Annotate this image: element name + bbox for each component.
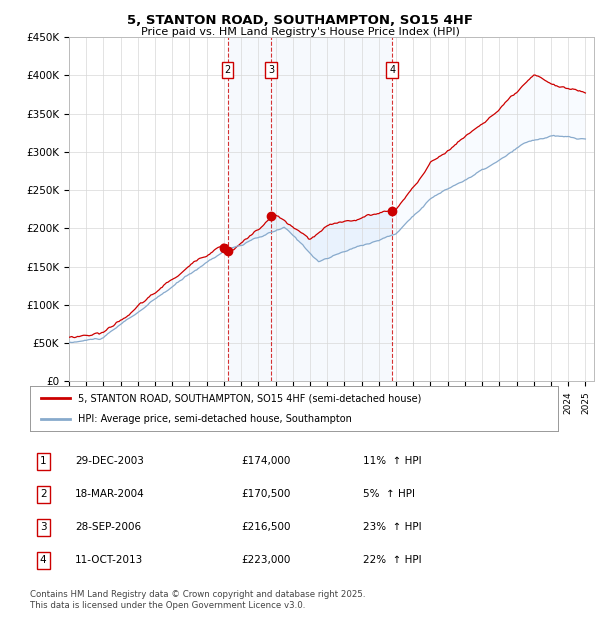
Text: 11-OCT-2013: 11-OCT-2013 bbox=[75, 556, 143, 565]
Text: £174,000: £174,000 bbox=[241, 456, 290, 466]
Text: 3: 3 bbox=[40, 523, 47, 533]
Text: 11%  ↑ HPI: 11% ↑ HPI bbox=[362, 456, 421, 466]
Text: 29-DEC-2003: 29-DEC-2003 bbox=[75, 456, 144, 466]
Text: 5, STANTON ROAD, SOUTHAMPTON, SO15 4HF: 5, STANTON ROAD, SOUTHAMPTON, SO15 4HF bbox=[127, 14, 473, 27]
Text: 22%  ↑ HPI: 22% ↑ HPI bbox=[362, 556, 421, 565]
Text: £216,500: £216,500 bbox=[241, 523, 291, 533]
Text: £223,000: £223,000 bbox=[241, 556, 290, 565]
Text: 5, STANTON ROAD, SOUTHAMPTON, SO15 4HF (semi-detached house): 5, STANTON ROAD, SOUTHAMPTON, SO15 4HF (… bbox=[77, 393, 421, 404]
Text: 28-SEP-2006: 28-SEP-2006 bbox=[75, 523, 141, 533]
Text: 4: 4 bbox=[40, 556, 47, 565]
Text: 3: 3 bbox=[268, 65, 274, 75]
Text: 4: 4 bbox=[389, 65, 395, 75]
Text: 18-MAR-2004: 18-MAR-2004 bbox=[75, 489, 145, 499]
Text: 2: 2 bbox=[224, 65, 230, 75]
Text: 2: 2 bbox=[40, 489, 47, 499]
Text: HPI: Average price, semi-detached house, Southampton: HPI: Average price, semi-detached house,… bbox=[77, 414, 352, 424]
Text: 23%  ↑ HPI: 23% ↑ HPI bbox=[362, 523, 421, 533]
Text: £170,500: £170,500 bbox=[241, 489, 290, 499]
Text: Price paid vs. HM Land Registry's House Price Index (HPI): Price paid vs. HM Land Registry's House … bbox=[140, 27, 460, 37]
Text: 1: 1 bbox=[40, 456, 47, 466]
Text: 5%  ↑ HPI: 5% ↑ HPI bbox=[362, 489, 415, 499]
Text: Contains HM Land Registry data © Crown copyright and database right 2025.
This d: Contains HM Land Registry data © Crown c… bbox=[30, 590, 365, 609]
